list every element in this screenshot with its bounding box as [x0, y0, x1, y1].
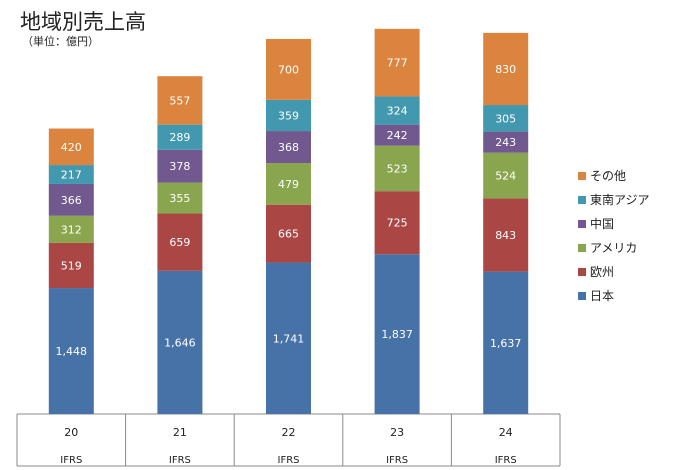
x-tick-label-22: 22: [282, 426, 296, 439]
bar-segment-series-1-23: [374, 191, 420, 255]
bar-segment-series-1-21: [157, 213, 203, 271]
data-label-series-1-21: 659: [169, 236, 190, 249]
bar-segment-series-1-24: [483, 198, 529, 272]
x-tick-sublabel-21: IFRS: [169, 455, 191, 466]
data-label-series-1-24: 843: [495, 229, 516, 242]
data-label-series-1-23: 725: [387, 217, 408, 230]
data-label-series-4-24: 305: [495, 112, 516, 125]
data-label-series-1-22: 665: [278, 228, 299, 241]
bar-segment-series-0-21: [157, 270, 203, 414]
legend-label-series-4: 東南アジア: [590, 192, 650, 207]
legend-swatch-series-1: [578, 268, 586, 276]
legend-swatch-series-3: [578, 220, 586, 228]
bar-segment-series-2-23: [374, 145, 420, 192]
bar-segment-series-3-24: [483, 131, 529, 153]
data-label-series-4-20: 217: [61, 169, 82, 182]
data-label-series-2-20: 312: [61, 223, 82, 236]
data-label-series-2-22: 479: [278, 178, 299, 191]
bar-segment-series-0-22: [266, 262, 311, 414]
legend-label-series-5: その他: [590, 169, 626, 183]
bar-segment-series-2-21: [157, 182, 203, 214]
data-label-series-4-21: 289: [169, 131, 190, 144]
chart-unit-subtitle: （単位：億円）: [22, 35, 99, 48]
legend-swatch-series-5: [578, 172, 586, 180]
legend-swatch-series-4: [578, 196, 586, 204]
bar-segment-series-3-20: [48, 183, 94, 216]
x-tick-label-21: 21: [173, 426, 187, 439]
data-label-series-1-20: 519: [61, 259, 82, 272]
bar-segment-series-2-20: [48, 215, 94, 243]
bar-segment-series-5-24: [483, 32, 529, 106]
bar-segment-series-4-23: [374, 96, 420, 125]
bar-segment-series-4-21: [157, 124, 203, 150]
bar-segment-series-5-21: [157, 76, 203, 125]
legend-label-series-3: 中国: [590, 216, 614, 231]
bar-segment-series-5-23: [374, 28, 420, 97]
bar-segment-series-5-20: [48, 128, 94, 166]
bar-segment-series-3-23: [374, 124, 420, 146]
bar-segment-series-3-22: [266, 131, 311, 164]
x-tick-sublabel-23: IFRS: [386, 455, 408, 466]
bar-segment-series-3-21: [157, 149, 203, 183]
x-tick-sublabel-22: IFRS: [278, 455, 300, 466]
legend-label-series-2: アメリカ: [590, 241, 637, 255]
bar-segment-series-4-22: [266, 99, 311, 132]
bar-segment-series-5-22: [266, 38, 311, 100]
data-label-series-5-23: 777: [387, 57, 408, 70]
chart-title: 地域別売上高: [20, 10, 146, 34]
data-label-series-3-22: 368: [278, 141, 299, 154]
bar-segment-series-2-22: [266, 163, 311, 205]
data-label-series-5-22: 700: [278, 63, 299, 76]
x-tick-sublabel-24: IFRS: [495, 455, 517, 466]
bar-segment-series-2-24: [483, 152, 529, 199]
data-label-series-0-22: 1,741: [273, 332, 305, 345]
data-label-series-4-22: 359: [278, 109, 299, 122]
legend-label-series-1: 欧州: [590, 265, 614, 279]
data-label-series-3-24: 243: [495, 136, 516, 149]
bar-segment-series-1-20: [48, 242, 94, 289]
data-label-series-5-24: 830: [495, 63, 516, 76]
x-tick-label-20: 20: [64, 426, 78, 439]
bar-segment-series-0-23: [374, 254, 420, 414]
data-label-series-0-21: 1,646: [164, 336, 196, 349]
legend-swatch-series-0: [578, 292, 586, 300]
bar-segment-series-0-20: [48, 288, 94, 414]
x-tick-label-24: 24: [499, 426, 513, 439]
data-label-series-2-23: 523: [387, 162, 408, 175]
bar-segment-series-4-24: [483, 105, 529, 132]
data-label-series-5-21: 557: [169, 94, 190, 107]
legend-label-series-0: 日本: [590, 289, 614, 303]
data-label-series-3-20: 366: [61, 194, 82, 207]
data-label-series-3-21: 378: [169, 160, 190, 173]
data-label-series-0-24: 1,637: [490, 337, 522, 350]
data-label-series-5-20: 420: [61, 141, 82, 154]
data-label-series-4-23: 324: [387, 105, 408, 118]
x-tick-sublabel-20: IFRS: [60, 455, 82, 466]
x-tick-label-23: 23: [390, 426, 404, 439]
data-label-series-3-23: 242: [387, 129, 408, 142]
bar-segment-series-0-24: [483, 271, 529, 414]
bar-segment-series-1-22: [266, 204, 311, 263]
data-label-series-2-21: 355: [169, 192, 190, 205]
data-label-series-0-20: 1,448: [56, 345, 88, 358]
data-label-series-0-23: 1,837: [381, 328, 413, 341]
data-label-series-2-24: 524: [495, 170, 516, 183]
legend-swatch-series-2: [578, 244, 586, 252]
bar-segment-series-4-20: [48, 165, 94, 184]
